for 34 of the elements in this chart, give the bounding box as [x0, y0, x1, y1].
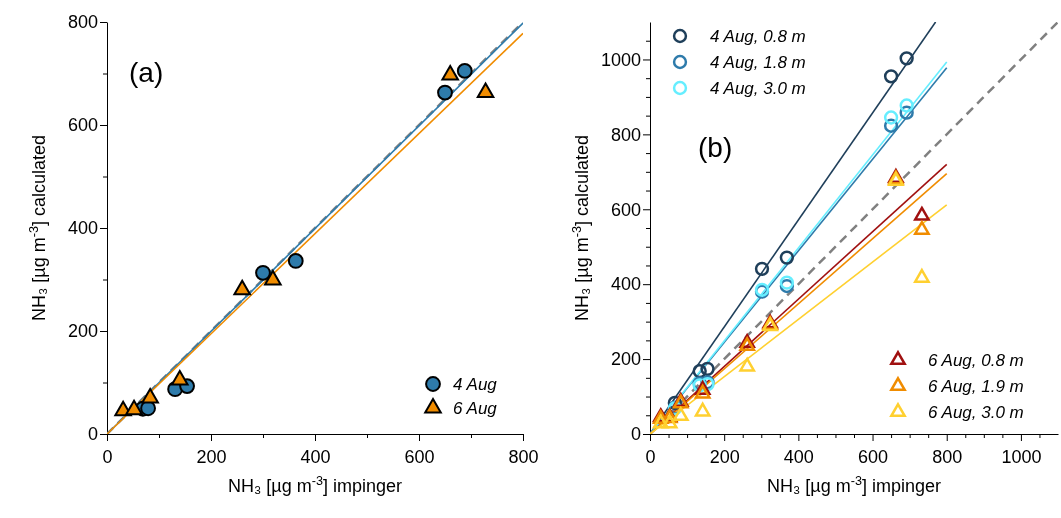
x-tick-label: 400: [300, 446, 331, 467]
y-tick-label: 400: [67, 218, 98, 239]
legend-label: 6 Aug, 3.0 m: [928, 403, 1024, 422]
legend-label: 4 Aug: [453, 375, 498, 394]
y-tick-label: 0: [630, 424, 641, 445]
x-axis-title: NH₃ [µg m$^{-3}$] impinger: [767, 474, 941, 496]
x-tick-label: 800: [508, 446, 539, 467]
x-tick-label: 200: [196, 446, 227, 467]
y-tick-label: 600: [67, 115, 98, 136]
x-tick-label: 200: [709, 446, 740, 467]
legend-label: 4 Aug, 3.0 m: [710, 79, 806, 98]
legend-label: 4 Aug, 0.8 m: [710, 27, 806, 46]
y-tick-label: 0: [87, 424, 98, 445]
legend-label: 6 Aug, 0.8 m: [928, 351, 1024, 370]
x-tick-label: 600: [404, 446, 435, 467]
x-tick-label: 600: [858, 446, 889, 467]
y-tick-label: 200: [67, 321, 98, 342]
y-tick-label: 400: [610, 274, 641, 295]
annotation: (b): [698, 132, 733, 163]
y-tick-label: 600: [610, 199, 641, 220]
y-tick-label: 800: [67, 12, 98, 33]
x-tick-label: 0: [102, 446, 113, 467]
y-tick-label: 1000: [600, 49, 641, 70]
x-tick-label: 800: [932, 446, 963, 467]
x-axis-title: NH₃ [µg m$^{-3}$] impinger: [228, 474, 402, 496]
legend-label: 6 Aug, 1.9 m: [928, 377, 1024, 396]
y-tick-label: 800: [610, 124, 641, 145]
legend-label: 4 Aug, 1.8 m: [710, 53, 806, 72]
x-tick-label: 1000: [1001, 446, 1042, 467]
annotation: (a): [129, 57, 164, 88]
legend-label: 6 Aug: [453, 399, 498, 418]
x-tick-label: 400: [783, 446, 814, 467]
x-tick-label: 0: [645, 446, 656, 467]
y-tick-label: 200: [610, 349, 641, 370]
